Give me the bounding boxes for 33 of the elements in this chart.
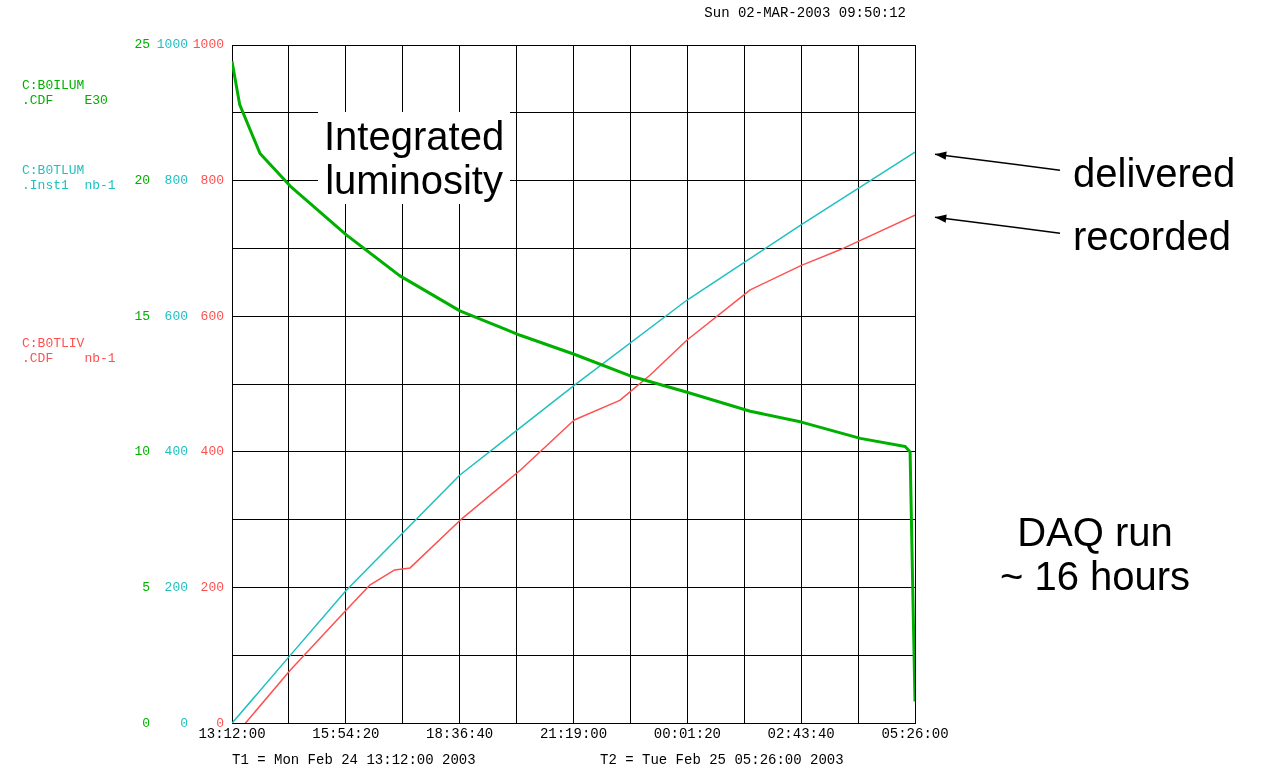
y-tick-label: 20 (134, 173, 150, 189)
x-tick-label: 21:19:00 (539, 726, 608, 743)
y2-tick-label: 1000 (192, 37, 224, 53)
text: C:B0TLIV .CDF nb-1 (22, 336, 116, 366)
x-tick-label: 15:54:20 (312, 726, 380, 743)
text: delivered (1073, 151, 1236, 196)
x-tick-label: 02:43:40 (767, 726, 835, 743)
text: T1 = Mon Feb 24 13:12:00 2003 (232, 752, 476, 769)
y3-tick-label: 200 (164, 580, 188, 595)
y3-tick-label: 1000 (156, 37, 188, 53)
y-axis-title: C:B0ILUM .CDF E30 (22, 78, 108, 108)
x-tick-label: 18:36:40 (426, 726, 494, 743)
text: C:B0TLUM .Inst1 nb-1 (22, 163, 116, 193)
y3-tick-label: 800 (164, 173, 188, 189)
y3-tick-label: 600 (164, 308, 188, 324)
y3-tick-label: 400 (164, 444, 188, 460)
text: DAQ run ~ 16 hours (998, 510, 1192, 598)
x-tick-label: 00:01:20 (653, 726, 721, 743)
text: Sun 02-MAR-2003 09:50:12 (704, 5, 906, 22)
y-tick-label: 10 (134, 444, 150, 460)
y2-tick-label: 800 (200, 173, 224, 189)
text: T2 = Tue Feb 25 05:26:00 2003 (600, 752, 844, 769)
x-tick-label: 05:26:00 (881, 726, 949, 743)
y2-tick-label: 400 (200, 444, 224, 460)
y3-tick-label: 0 (180, 715, 188, 731)
y-tick-label: 25 (134, 37, 150, 53)
y-tick-label: 0 (142, 715, 150, 731)
annotation: Integrated luminosity (318, 112, 511, 204)
y2-tick-label: 200 (200, 580, 224, 595)
y-tick-label: 5 (142, 580, 150, 595)
y-tick-label: 15 (134, 308, 150, 324)
text: recorded (1073, 214, 1231, 259)
y2-tick-label: 600 (200, 308, 224, 324)
